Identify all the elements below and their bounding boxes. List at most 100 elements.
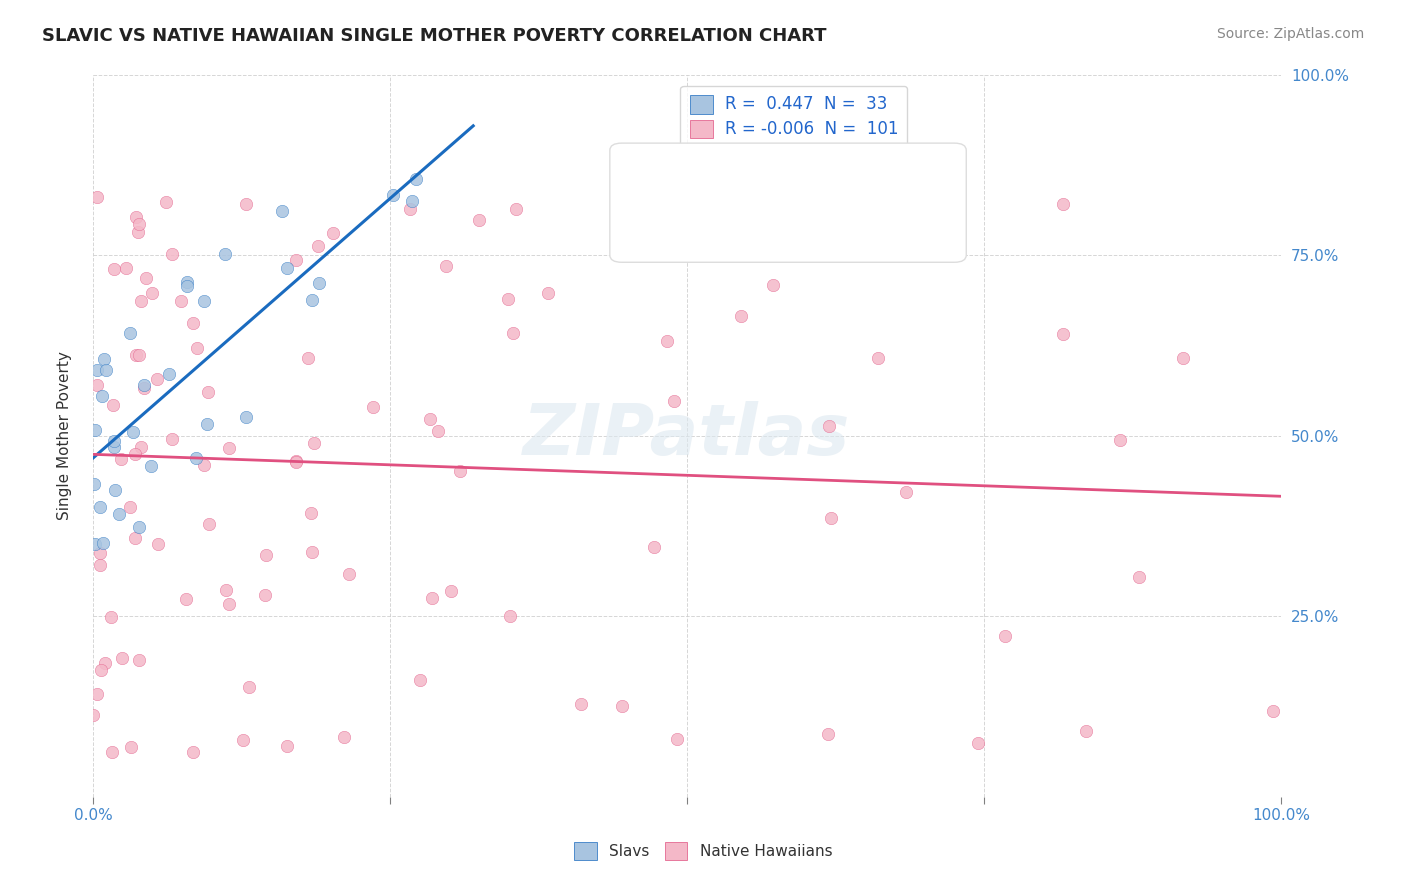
Point <box>426 424 449 438</box>
Point <box>214 583 236 598</box>
Point <box>89 500 111 514</box>
Point <box>125 211 148 225</box>
Point <box>176 275 198 289</box>
Point <box>499 609 522 624</box>
Point <box>181 745 204 759</box>
Point <box>496 293 519 307</box>
Point <box>276 261 298 276</box>
Point <box>505 202 527 216</box>
Point <box>103 261 125 276</box>
Point <box>468 212 491 227</box>
Point <box>612 699 634 714</box>
Point <box>110 451 132 466</box>
Point <box>135 270 157 285</box>
Text: SLAVIC VS NATIVE HAWAIIAN SINGLE MOTHER POVERTY CORRELATION CHART: SLAVIC VS NATIVE HAWAIIAN SINGLE MOTHER … <box>42 27 827 45</box>
Point <box>157 368 180 382</box>
Point <box>103 440 125 454</box>
Point <box>128 653 150 667</box>
Point <box>894 484 917 499</box>
Point <box>184 450 207 465</box>
Point <box>146 372 169 386</box>
Point <box>146 536 169 550</box>
Point <box>405 172 427 186</box>
Point <box>382 187 405 202</box>
Point <box>170 293 193 308</box>
Point <box>128 217 150 231</box>
Point <box>1052 327 1074 342</box>
Point <box>181 316 204 330</box>
Point <box>662 393 685 408</box>
Point <box>214 246 236 260</box>
Point <box>93 352 115 367</box>
Point <box>818 419 841 434</box>
Point <box>655 334 678 348</box>
Point <box>83 477 105 491</box>
Point <box>1076 723 1098 738</box>
Point <box>131 440 153 454</box>
Point <box>218 597 240 611</box>
Point <box>1052 197 1074 211</box>
Point <box>333 730 356 744</box>
Point <box>104 483 127 498</box>
Point <box>276 739 298 753</box>
Point <box>83 423 105 437</box>
Point <box>235 197 257 211</box>
FancyBboxPatch shape <box>610 143 966 262</box>
Point <box>643 540 665 554</box>
Point <box>155 195 177 210</box>
Point <box>134 378 156 392</box>
Point <box>398 202 420 217</box>
Point <box>120 739 142 754</box>
Point <box>118 500 141 514</box>
Point <box>89 546 111 560</box>
Point <box>419 412 441 426</box>
Point <box>128 520 150 534</box>
Point <box>762 278 785 293</box>
Point <box>994 629 1017 643</box>
Point <box>308 277 330 291</box>
Point <box>141 285 163 300</box>
Point <box>129 294 152 309</box>
Point <box>125 348 148 362</box>
Point <box>322 226 344 240</box>
Point <box>401 194 423 209</box>
Point <box>363 400 385 414</box>
Point <box>569 698 592 712</box>
Point <box>218 441 240 455</box>
Point <box>285 455 308 469</box>
Point <box>626 181 648 195</box>
Point <box>195 417 218 431</box>
Point <box>284 252 307 267</box>
Point <box>420 591 443 606</box>
Point <box>108 507 131 521</box>
Point <box>128 348 150 362</box>
Point <box>174 591 197 606</box>
Point <box>101 745 124 759</box>
Point <box>666 731 689 746</box>
Point <box>301 545 323 559</box>
Point <box>449 464 471 478</box>
Point <box>139 458 162 473</box>
Point <box>90 389 112 403</box>
Point <box>86 686 108 700</box>
Point <box>115 260 138 275</box>
Point <box>297 351 319 366</box>
Point <box>966 736 988 750</box>
Point <box>301 506 323 520</box>
Point <box>1261 704 1284 718</box>
Point <box>254 588 277 602</box>
Point <box>118 326 141 340</box>
Point <box>198 517 221 532</box>
Point <box>302 436 325 450</box>
Point <box>409 673 432 687</box>
Point <box>1173 351 1195 365</box>
Text: Source: ZipAtlas.com: Source: ZipAtlas.com <box>1216 27 1364 41</box>
Point <box>337 566 360 581</box>
Point <box>193 458 215 472</box>
Point <box>101 398 124 412</box>
Point <box>440 584 463 599</box>
Point <box>502 326 524 340</box>
Point <box>100 610 122 624</box>
Point <box>1128 570 1150 584</box>
Point <box>83 537 105 551</box>
